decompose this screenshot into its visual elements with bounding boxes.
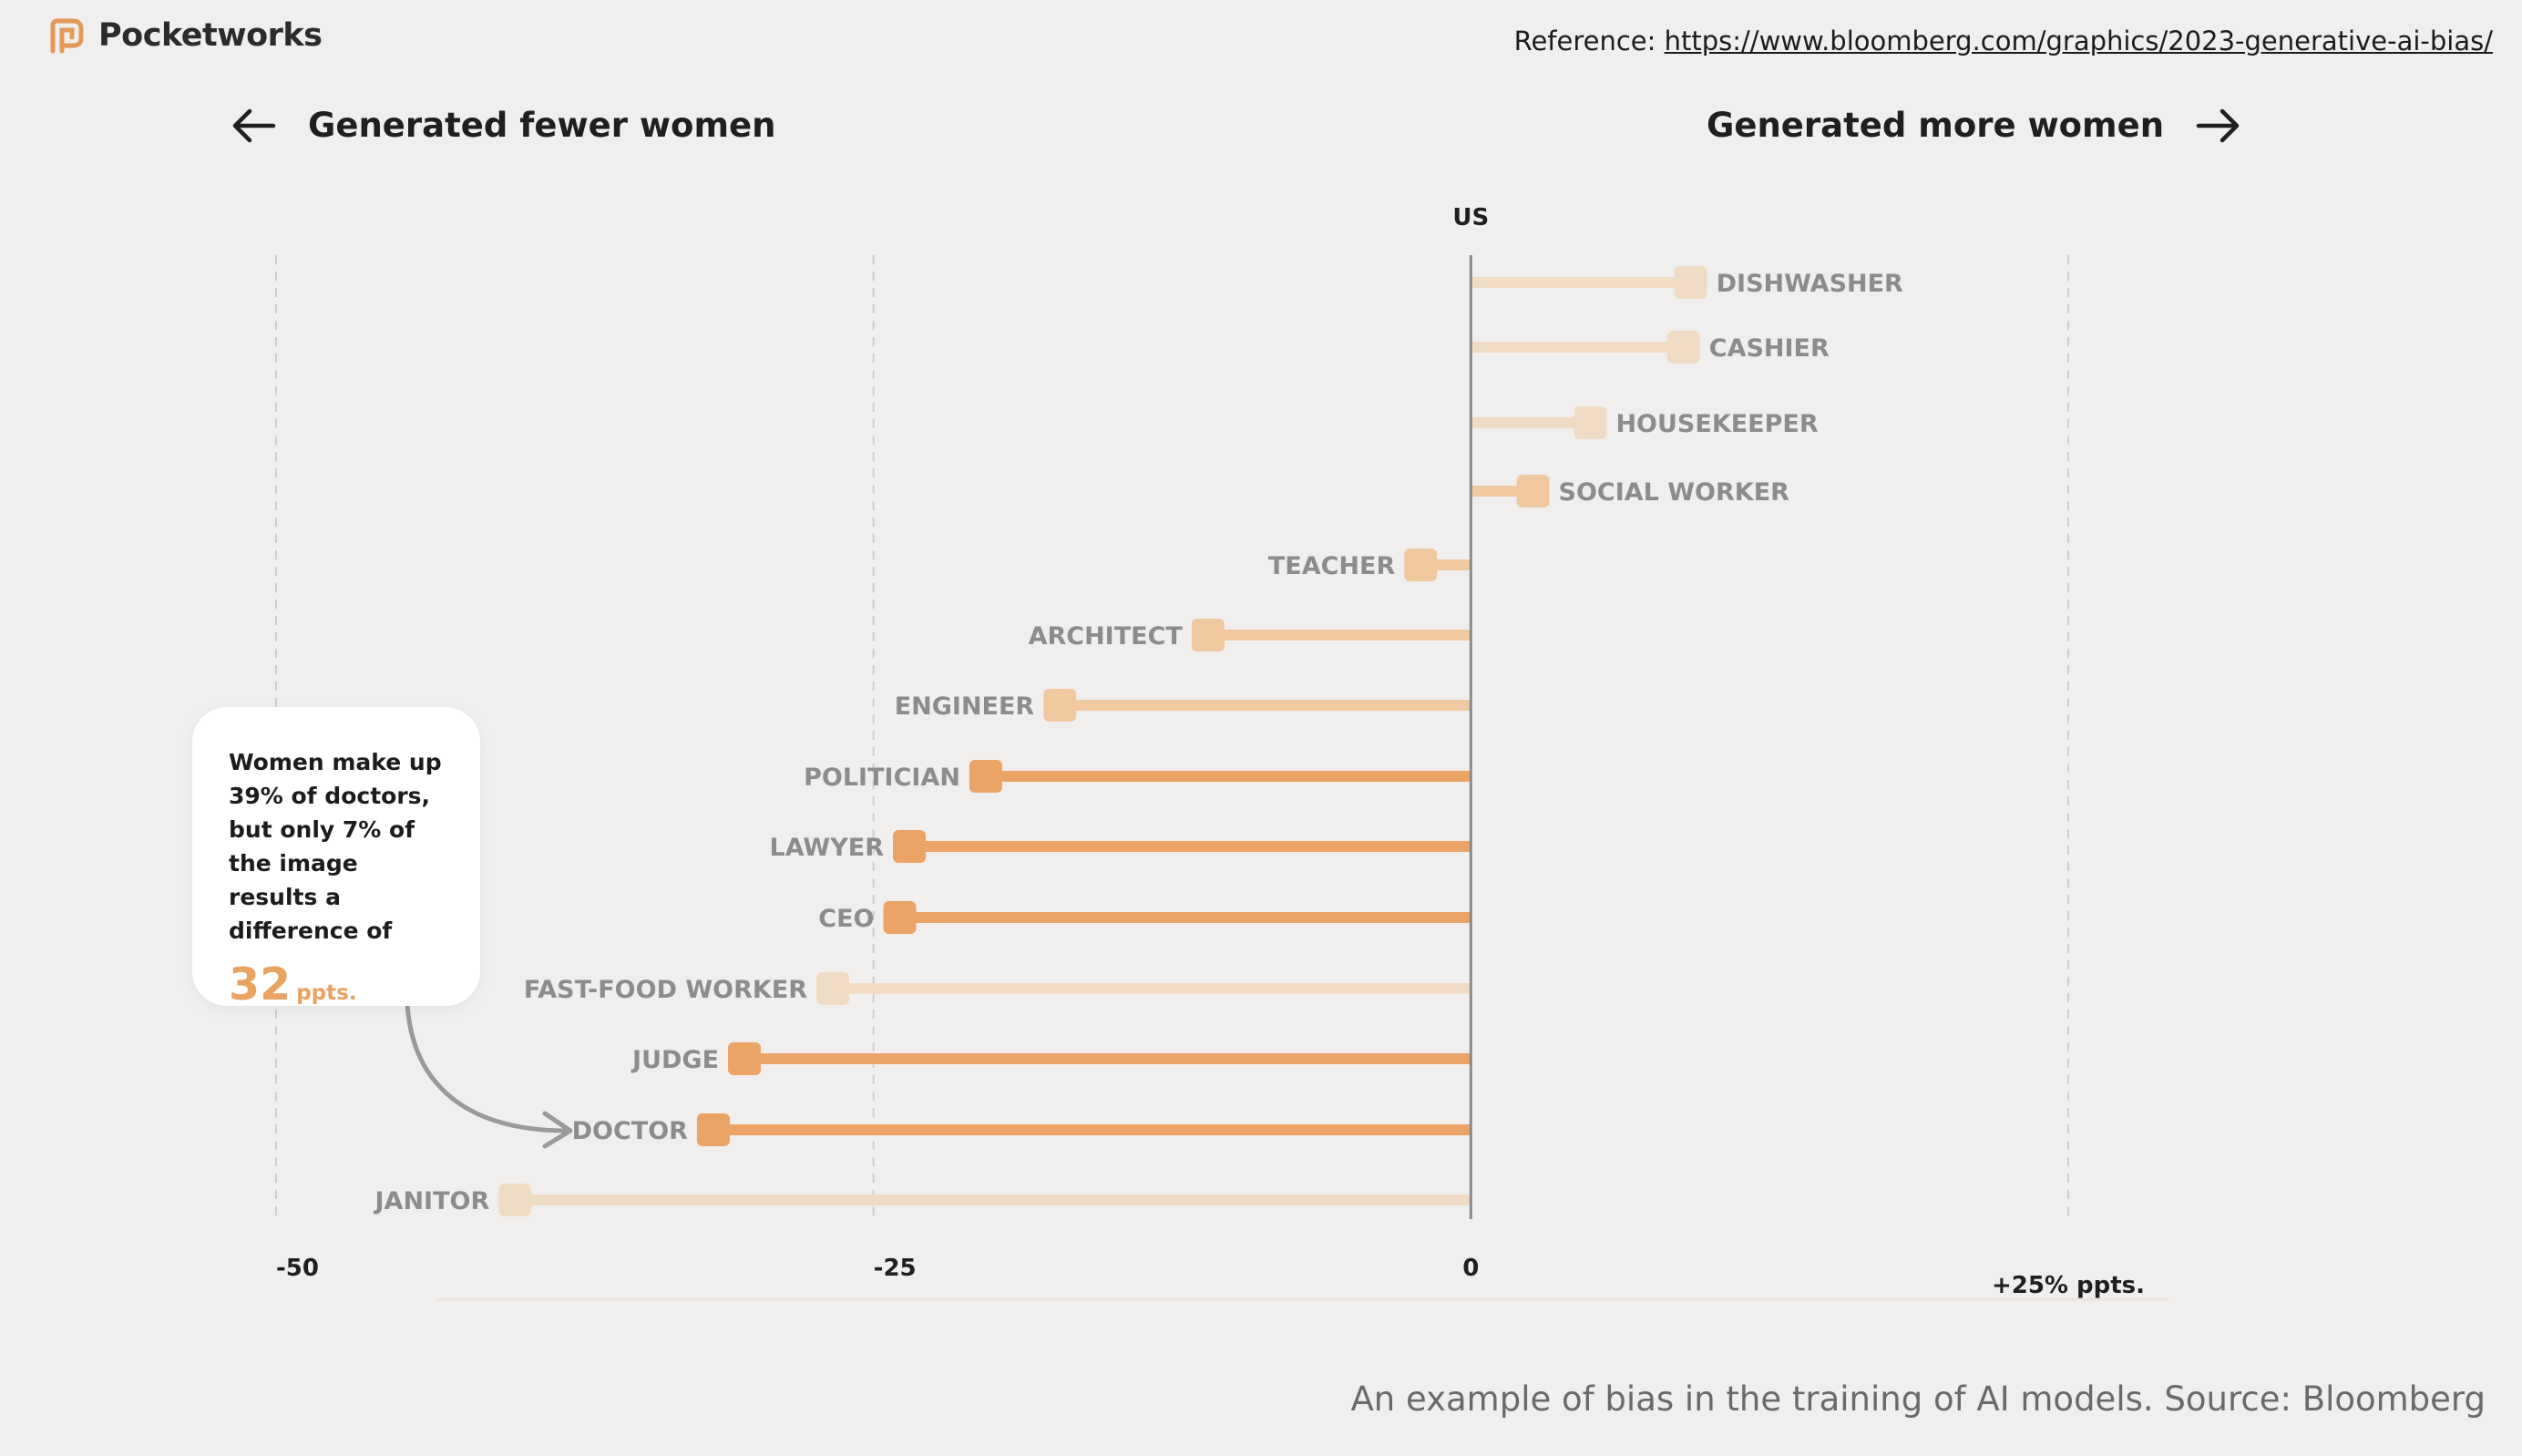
brand: Pocketworks	[47, 16, 323, 55]
category-label: ARCHITECT	[1029, 622, 1184, 651]
callout-text: Women make up 39% of doctors, but only 7…	[229, 749, 442, 944]
bar-marker	[1516, 475, 1550, 508]
callout-card: Women make up 39% of doctors, but only 7…	[192, 707, 480, 1010]
direction-right-label: Generated more women	[1707, 106, 2165, 145]
category-label: FAST-FOOD WORKER	[524, 976, 807, 1004]
bar-marker	[969, 760, 1002, 793]
category-label: DISHWASHER	[1717, 270, 1903, 298]
bar-marker	[498, 1184, 532, 1216]
pocketworks-logo-icon	[50, 18, 84, 54]
category-label: POLITICIAN	[804, 764, 960, 792]
curved-arrow-head-icon	[542, 1111, 573, 1149]
curved-arrow-icon	[405, 1001, 568, 1133]
arrow-left-icon	[232, 108, 276, 142]
reference: Reference: https://www.bloomberg.com/gra…	[1514, 26, 2493, 56]
direction-left-label: Generated fewer women	[308, 106, 776, 145]
arrow-right-icon	[2196, 108, 2240, 142]
zero-label: US	[1452, 204, 1489, 231]
bar-marker	[728, 1042, 762, 1075]
category-label: HOUSEKEEPER	[1615, 410, 1818, 438]
reference-link[interactable]: https://www.bloomberg.com/graphics/2023-…	[1664, 26, 2493, 56]
category-label: ENGINEER	[895, 692, 1035, 721]
category-label: DOCTOR	[572, 1117, 689, 1145]
bar-marker	[1404, 549, 1438, 581]
direction-right: Generated more women	[1707, 106, 2242, 145]
tick-label: -25	[874, 1255, 917, 1282]
category-label: SOCIAL WORKER	[1559, 478, 1790, 507]
direction-left: Generated fewer women	[230, 106, 775, 145]
category-label: CEO	[818, 905, 874, 933]
callout-figure: 32 ppts.	[229, 959, 453, 1010]
tick-label: 0	[1462, 1255, 1479, 1282]
category-label: JUDGE	[630, 1046, 719, 1074]
category-label: LAWYER	[770, 834, 885, 862]
reference-label: Reference:	[1513, 26, 1656, 56]
bar-marker	[1666, 331, 1700, 364]
bar-marker	[1574, 406, 1607, 439]
bar-marker	[816, 972, 850, 1005]
bar-marker	[883, 901, 917, 934]
category-label: CASHIER	[1709, 334, 1830, 363]
bar-marker	[1674, 266, 1707, 299]
caption: An example of bias in the training of AI…	[1350, 1379, 2486, 1419]
callout-value: 32	[229, 959, 292, 1010]
brand-name: Pocketworks	[98, 17, 323, 54]
bar-marker	[893, 830, 927, 863]
callout-unit: ppts.	[296, 981, 357, 1005]
bar-marker	[696, 1113, 730, 1146]
category-label: TEACHER	[1268, 552, 1396, 580]
bar-marker	[1043, 689, 1077, 722]
tick-label: +25% ppts.	[1992, 1272, 2145, 1299]
tick-label: -50	[276, 1255, 319, 1282]
bar-marker	[1191, 619, 1225, 651]
category-label: JANITOR	[374, 1187, 490, 1215]
